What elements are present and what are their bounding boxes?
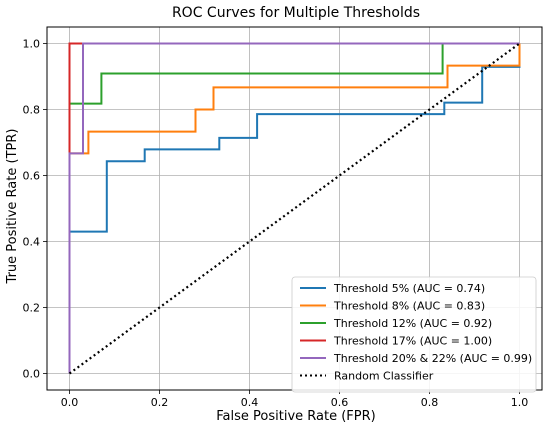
legend-label: Threshold 12% (AUC = 0.92) xyxy=(333,317,492,330)
x-axis-title: False Positive Rate (FPR) xyxy=(216,409,375,424)
y-tick-label: 0.6 xyxy=(23,170,41,183)
y-tick-label: 0.8 xyxy=(23,104,41,117)
chart-title: ROC Curves for Multiple Thresholds xyxy=(172,5,420,21)
x-tick-label: 0.6 xyxy=(331,396,349,409)
series-line-6 xyxy=(68,42,521,375)
legend-box xyxy=(291,276,537,393)
legend-label: Threshold 5% (AUC = 0.74) xyxy=(333,282,485,295)
legend-label: Threshold 17% (AUC = 1.00) xyxy=(333,335,492,348)
y-axis-title: True Positive Rate (TPR) xyxy=(5,129,20,285)
y-tick-label: 1.0 xyxy=(23,38,41,51)
y-tick-label: 0.2 xyxy=(23,302,41,315)
x-tick-label: 0.8 xyxy=(421,396,439,409)
legend-label: Random Classifier xyxy=(334,370,434,383)
series-line-5 xyxy=(68,42,520,374)
x-tick-label: 0.4 xyxy=(241,396,259,409)
series-line-1 xyxy=(68,43,521,374)
x-tick-label: 0.2 xyxy=(151,396,169,409)
legend: Threshold 5% (AUC = 0.74) Threshold 8% (A… xyxy=(291,276,537,393)
y-tick-label: 0.0 xyxy=(23,368,41,381)
legend-label: Threshold 8% (AUC = 0.83) xyxy=(333,300,485,313)
x-tick-label: 0.0 xyxy=(61,396,79,409)
legend-label: Threshold 20% & 22% (AUC = 0.99) xyxy=(333,352,532,365)
series-line-2 xyxy=(68,43,521,374)
plot-area xyxy=(68,42,521,375)
x-tick-label: 1.0 xyxy=(511,396,529,409)
axis-ticks: 0.0 0.2 0.4 0.6 0.8 1.0 0.0 0.2 0.4 0.6 0.8 1.0 xyxy=(23,38,529,410)
y-tick-label: 0.4 xyxy=(23,236,41,249)
